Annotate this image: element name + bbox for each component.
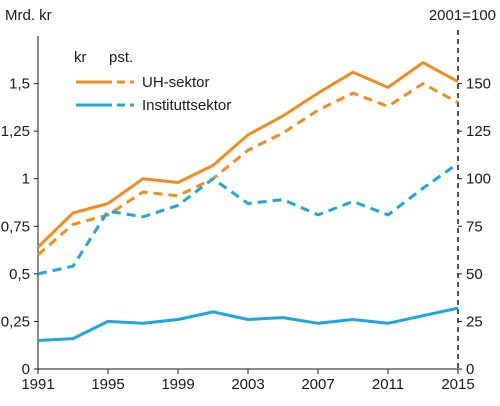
x-tick-label: 2007	[301, 376, 334, 393]
x-tick-label: 1999	[161, 376, 194, 393]
legend-label-instituttsektor: Instituttsektor	[142, 97, 231, 114]
series-lines	[36, 61, 459, 342]
left-y-tick-label: 0	[22, 361, 30, 378]
series-line-uh-sektor-solid	[36, 61, 459, 249]
right-y-tick-label: 25	[466, 313, 483, 330]
right-y-tick-label: 50	[466, 266, 483, 283]
x-tick-label: 2015	[441, 376, 474, 393]
left-y-tick-label: 1,25	[1, 123, 30, 140]
right-axis-label: 2001=100	[429, 7, 496, 24]
right-y-tick-label: 100	[466, 171, 491, 188]
legend-header-kr: kr	[74, 49, 87, 66]
left-y-tick-label: 1	[22, 171, 30, 188]
legend: kr pst. UH-sektor Instituttsektor	[74, 49, 231, 114]
legend-header-pst: pst.	[109, 49, 133, 66]
right-y-tick-label: 150	[466, 76, 491, 93]
left-y-tick-label: 1,5	[9, 76, 30, 93]
legend-label-uh-sektor: UH-sektor	[142, 74, 210, 91]
right-y-tick-label: 0	[466, 361, 474, 378]
axes: 0 0,25 0,5 0,75 1 1,25 1,5 0 25 50 75 100 125 150 1991…	[1, 30, 491, 393]
left-axis-label: Mrd. kr	[5, 7, 52, 24]
x-tick-label: 1991	[21, 376, 54, 393]
left-y-tick-label: 0,5	[9, 266, 30, 283]
series-line-instituttsektor-solid	[37, 306, 459, 342]
series-line-uh-sektor-dashed	[37, 82, 459, 256]
left-y-tick-label: 0,75	[1, 218, 30, 235]
x-tick-label: 2011	[372, 376, 404, 393]
x-tick-label: 2003	[231, 376, 264, 393]
right-y-tick-label: 125	[466, 123, 491, 140]
x-tick-label: 1995	[91, 376, 124, 393]
right-y-tick-label: 75	[466, 218, 483, 235]
series-line-instituttsektor-dashed	[37, 162, 459, 276]
left-y-tick-label: 0,25	[1, 313, 30, 330]
